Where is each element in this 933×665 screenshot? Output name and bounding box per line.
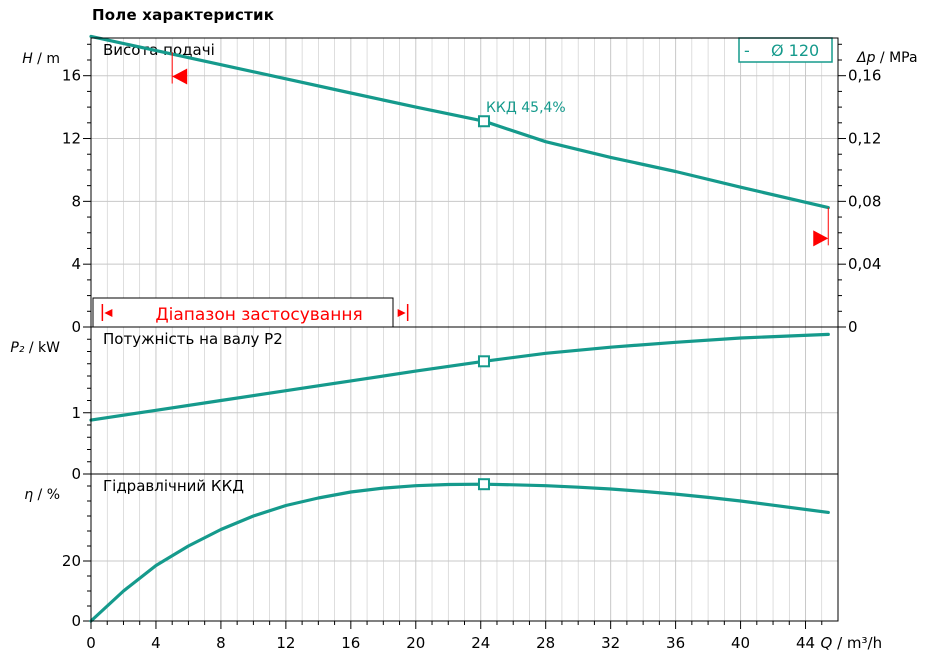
page-title: Поле характеристик <box>92 6 275 24</box>
range-min-marker-icon <box>172 68 188 85</box>
efficiency-curve <box>89 482 830 623</box>
operating-point-marker <box>477 115 490 128</box>
right-tick-label: 0,08 <box>848 192 881 210</box>
x-tick-label: 44 <box>796 634 815 652</box>
arrow-right-icon <box>397 309 406 317</box>
right-tick-label: 0,04 <box>848 255 881 273</box>
right-tick-label: 0 <box>848 318 858 336</box>
operating-point-marker <box>477 355 490 368</box>
y-axis-label: η / % <box>24 487 60 503</box>
power-curve <box>89 332 830 422</box>
y-tick-label: 0 <box>71 465 81 483</box>
panel-label: Гідравлічний ККД <box>103 477 244 495</box>
x-axis-label: Q / m³/h <box>821 634 883 652</box>
right-axis-label: Δp / MPa <box>856 50 918 66</box>
legend-label: Ø 120 <box>771 41 819 60</box>
legend-dash: - <box>744 41 750 60</box>
x-tick-label: 28 <box>536 634 555 652</box>
right-tick-label: 0,12 <box>848 130 881 148</box>
x-tick-label: 4 <box>151 634 161 652</box>
range-max-marker-icon <box>813 230 829 247</box>
y-tick-label: 4 <box>71 255 81 273</box>
x-tick-label: 12 <box>276 634 295 652</box>
x-tick-label: 8 <box>216 634 226 652</box>
application-range-box <box>92 297 394 328</box>
x-tick-label: 24 <box>471 634 490 652</box>
x-tick-label: 32 <box>601 634 620 652</box>
y-axis-label: H / m <box>22 51 60 67</box>
y-tick-label: 16 <box>62 67 81 85</box>
x-tick-label: 0 <box>86 634 96 652</box>
application-range-label: Діапазон застосування <box>155 305 362 325</box>
y-tick-label: 0 <box>71 318 81 336</box>
y-tick-label: 12 <box>62 130 81 148</box>
arrow-left-icon <box>104 309 113 317</box>
x-tick-label: 20 <box>406 634 425 652</box>
operating-point-marker <box>477 478 490 491</box>
right-tick-label: 0,16 <box>848 67 881 85</box>
panel-label: Потужність на валу P2 <box>103 330 283 348</box>
x-tick-label: 16 <box>341 634 360 652</box>
efficiency-label: ККД 45,4% <box>486 100 566 116</box>
legend-box <box>738 37 833 63</box>
y-tick-label: 0 <box>71 612 81 630</box>
y-axis-label: P₂ / kW <box>10 340 60 356</box>
x-tick-label: 40 <box>731 634 750 652</box>
y-tick-label: 1 <box>71 404 81 422</box>
y-tick-label: 8 <box>71 192 81 210</box>
y-tick-label: 20 <box>62 552 81 570</box>
head-curve <box>89 34 830 210</box>
x-tick-label: 36 <box>666 634 685 652</box>
